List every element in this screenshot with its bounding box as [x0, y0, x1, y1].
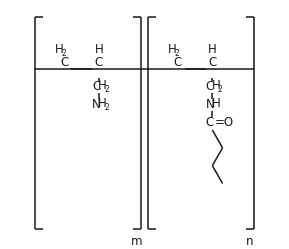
Text: C: C: [60, 56, 68, 69]
Text: H: H: [211, 79, 220, 92]
Text: H: H: [211, 97, 220, 110]
Text: =O: =O: [215, 116, 234, 129]
Text: 2: 2: [104, 85, 109, 94]
Text: H: H: [95, 43, 103, 56]
Text: m: m: [131, 235, 142, 248]
Text: C: C: [208, 56, 216, 69]
Text: H: H: [168, 43, 177, 56]
Text: H: H: [98, 97, 107, 110]
Text: C: C: [174, 56, 182, 69]
Text: N: N: [92, 98, 101, 111]
Text: C: C: [206, 116, 214, 129]
Text: 2: 2: [218, 85, 223, 94]
Text: H: H: [208, 43, 217, 56]
Text: 2: 2: [61, 49, 66, 58]
Text: C: C: [95, 56, 103, 69]
Text: C: C: [92, 80, 101, 93]
Text: 2: 2: [175, 49, 179, 58]
Text: H: H: [98, 79, 107, 92]
Text: n: n: [246, 235, 254, 248]
Text: C: C: [206, 80, 214, 93]
Text: H: H: [55, 43, 64, 56]
Text: 2: 2: [104, 103, 109, 112]
Text: N: N: [205, 98, 214, 111]
